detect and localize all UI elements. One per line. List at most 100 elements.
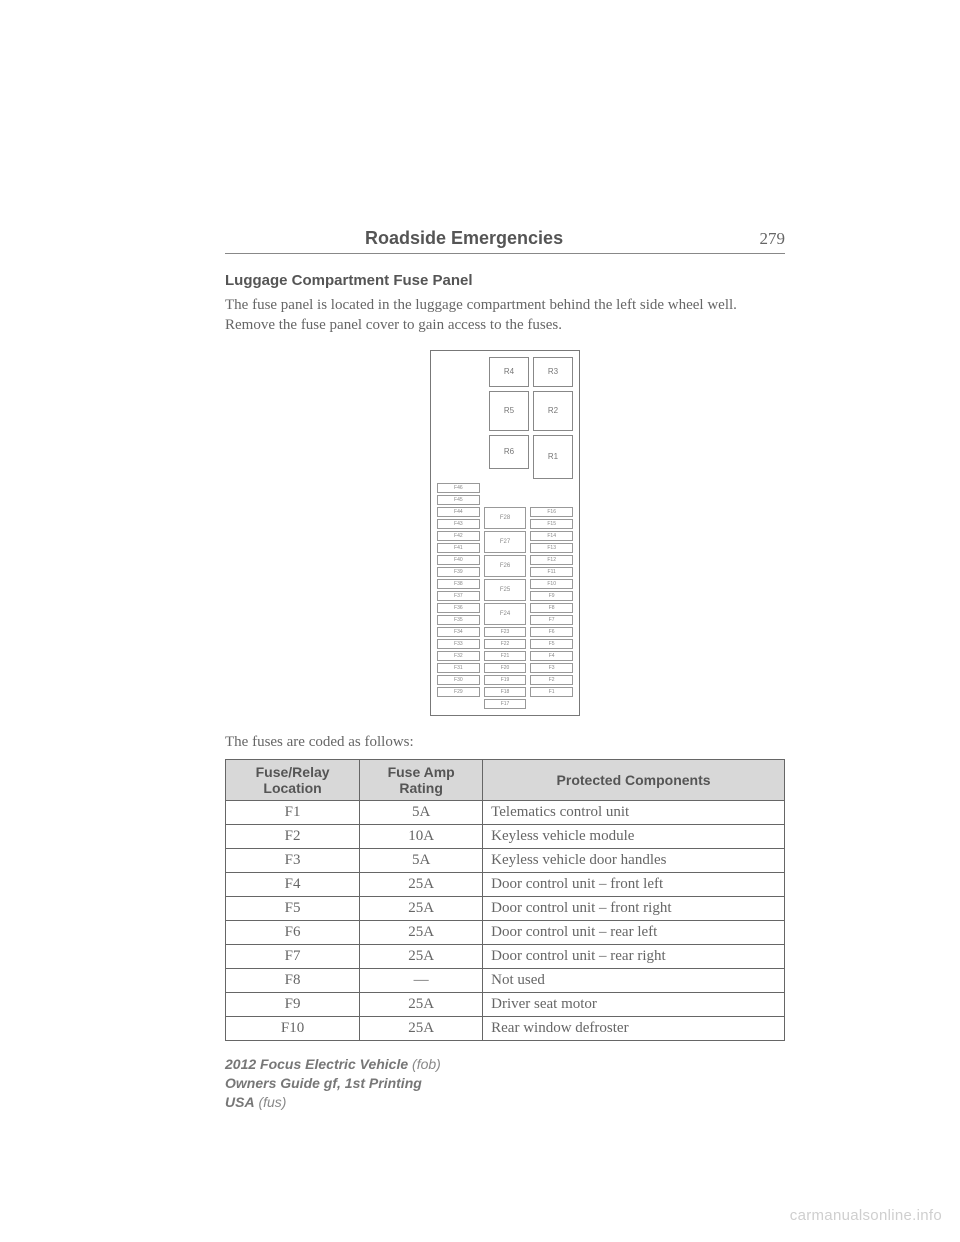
table-row: F925ADriver seat motor xyxy=(226,992,785,1016)
table-row: F210AKeyless vehicle module xyxy=(226,824,785,848)
fuse-label: F6 xyxy=(530,627,573,637)
fuse-label: F43 xyxy=(437,519,480,529)
footer-region: USA xyxy=(225,1094,255,1110)
fuse-diagram: R4 R3 R5 R2 R6 R1 F46 F45 F44 F43 F42 F4… xyxy=(430,350,580,716)
fuse-label: F37 xyxy=(437,591,480,601)
fuse-label: F33 xyxy=(437,639,480,649)
fuse-label: F32 xyxy=(437,651,480,661)
fuse-label: F35 xyxy=(437,615,480,625)
page-footer: 2012 Focus Electric Vehicle (fob) Owners… xyxy=(225,1055,441,1112)
fuse-label: F5 xyxy=(530,639,573,649)
cell-loc: F7 xyxy=(226,944,360,968)
cell-loc: F6 xyxy=(226,920,360,944)
th-amp: Fuse Amp Rating xyxy=(360,759,483,800)
cell-comp: Door control unit – front right xyxy=(483,896,785,920)
cell-comp: Door control unit – rear right xyxy=(483,944,785,968)
table-row: F1025ARear window defroster xyxy=(226,1016,785,1040)
cell-comp: Not used xyxy=(483,968,785,992)
relay-r4: R4 xyxy=(489,357,529,387)
th-components: Protected Components xyxy=(483,759,785,800)
fuse-label: F42 xyxy=(437,531,480,541)
cell-amp: 25A xyxy=(360,992,483,1016)
fuse-label: F7 xyxy=(530,615,573,625)
th-location: Fuse/Relay Location xyxy=(226,759,360,800)
fuse-label: F17 xyxy=(484,699,527,709)
cell-amp: 5A xyxy=(360,848,483,872)
cell-comp: Keyless vehicle door handles xyxy=(483,848,785,872)
cell-amp: 25A xyxy=(360,872,483,896)
cell-comp: Rear window defroster xyxy=(483,1016,785,1040)
cell-comp: Telematics control unit xyxy=(483,800,785,824)
fuse-label: F13 xyxy=(530,543,573,553)
table-row: F525ADoor control unit – front right xyxy=(226,896,785,920)
fuse-label: F26 xyxy=(484,555,527,577)
fuse-label: F38 xyxy=(437,579,480,589)
table-row: F425ADoor control unit – front left xyxy=(226,872,785,896)
footer-fus: (fus) xyxy=(258,1094,286,1110)
cell-comp: Driver seat motor xyxy=(483,992,785,1016)
fuse-label: F3 xyxy=(530,663,573,673)
fuse-label: F25 xyxy=(484,579,527,601)
fuse-label: F44 xyxy=(437,507,480,517)
fuse-label: F24 xyxy=(484,603,527,625)
fuse-label: F41 xyxy=(437,543,480,553)
cell-loc: F3 xyxy=(226,848,360,872)
cell-loc: F8 xyxy=(226,968,360,992)
cell-comp: Door control unit – rear left xyxy=(483,920,785,944)
fuse-label: F8 xyxy=(530,603,573,613)
cell-loc: F1 xyxy=(226,800,360,824)
fuse-label: F30 xyxy=(437,675,480,685)
chapter-title: Roadside Emergencies xyxy=(365,228,563,249)
fuse-col-mid: F28 F27 F26 F25 F24 F23 F22 F21 F20 F19 … xyxy=(484,483,527,709)
fuse-label: F39 xyxy=(437,567,480,577)
relay-r1: R1 xyxy=(533,435,573,479)
footer-fob: (fob) xyxy=(412,1056,441,1072)
cell-comp: Door control unit – front left xyxy=(483,872,785,896)
table-row: F15ATelematics control unit xyxy=(226,800,785,824)
fuse-label: F20 xyxy=(484,663,527,673)
cell-amp: 25A xyxy=(360,920,483,944)
cell-loc: F5 xyxy=(226,896,360,920)
relay-r3: R3 xyxy=(533,357,573,387)
page-number: 279 xyxy=(760,229,786,249)
table-row: F725ADoor control unit – rear right xyxy=(226,944,785,968)
section-heading: Luggage Compartment Fuse Panel xyxy=(225,272,785,289)
fuse-label: F16 xyxy=(530,507,573,517)
fuse-label: F23 xyxy=(484,627,527,637)
fuse-label: F10 xyxy=(530,579,573,589)
fuse-label: F2 xyxy=(530,675,573,685)
fuse-col-right: F16 F15 F14 F13 F12 F11 F10 F9 F8 F7 F6 … xyxy=(530,483,573,709)
cell-amp: 25A xyxy=(360,1016,483,1040)
fuse-diagram-container: R4 R3 R5 R2 R6 R1 F46 F45 F44 F43 F42 F4… xyxy=(225,350,785,716)
cell-loc: F4 xyxy=(226,872,360,896)
fuse-label: F36 xyxy=(437,603,480,613)
relay-r2: R2 xyxy=(533,391,573,431)
relay-r6: R6 xyxy=(489,435,529,469)
cell-loc: F9 xyxy=(226,992,360,1016)
fuse-label: F34 xyxy=(437,627,480,637)
cell-loc: F2 xyxy=(226,824,360,848)
table-row: F35AKeyless vehicle door handles xyxy=(226,848,785,872)
cell-amp: 5A xyxy=(360,800,483,824)
cell-amp: 10A xyxy=(360,824,483,848)
fuse-label: F21 xyxy=(484,651,527,661)
cell-amp: 25A xyxy=(360,896,483,920)
fuse-label: F9 xyxy=(530,591,573,601)
fuse-label: F4 xyxy=(530,651,573,661)
page-header: Roadside Emergencies 279 xyxy=(225,228,785,254)
intro-paragraph: The fuse panel is located in the luggage… xyxy=(225,295,785,336)
watermark: carmanualsonline.info xyxy=(790,1207,942,1224)
fuse-label: F14 xyxy=(530,531,573,541)
fuse-label: F29 xyxy=(437,687,480,697)
fuse-label: F45 xyxy=(437,495,480,505)
fuse-label: F22 xyxy=(484,639,527,649)
fuse-label: F11 xyxy=(530,567,573,577)
footer-guide: Owners Guide gf, 1st Printing xyxy=(225,1074,441,1093)
cell-amp: — xyxy=(360,968,483,992)
cell-loc: F10 xyxy=(226,1016,360,1040)
fuse-label: F40 xyxy=(437,555,480,565)
table-row: F625ADoor control unit – rear left xyxy=(226,920,785,944)
fuse-col-left: F46 F45 F44 F43 F42 F41 F40 F39 F38 F37 … xyxy=(437,483,480,709)
fuse-table: Fuse/Relay Location Fuse Amp Rating Prot… xyxy=(225,759,785,1041)
fuse-label: F18 xyxy=(484,687,527,697)
